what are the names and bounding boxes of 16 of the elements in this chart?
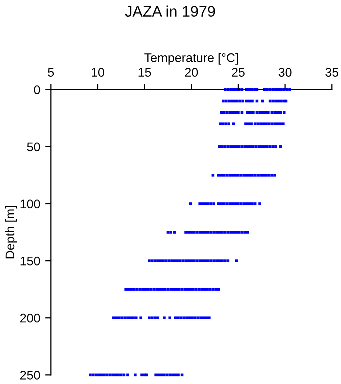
x-tick-label: 35 (326, 68, 339, 77)
x-tick-label: 5 (48, 68, 54, 77)
y-tick-label: 250 (20, 370, 40, 380)
x-tick-label: 15 (138, 68, 152, 77)
y-tick-label: 0 (34, 86, 40, 95)
x-tick-label: 25 (232, 68, 245, 77)
y-tick-label: 50 (27, 142, 40, 152)
y-tick-label: 100 (20, 200, 40, 209)
x-tick-label: 10 (92, 68, 104, 77)
x-tick-label: 20 (185, 68, 198, 77)
y-axis-title: Depth [m] (5, 206, 18, 259)
x-tick-label: 30 (278, 68, 292, 77)
y-tick-label: 200 (20, 314, 40, 323)
chart-title: JAZA in 1979 (125, 6, 216, 17)
y-tick-label: 150 (20, 256, 40, 266)
x-axis-title: Temperature [°C] (144, 53, 238, 65)
